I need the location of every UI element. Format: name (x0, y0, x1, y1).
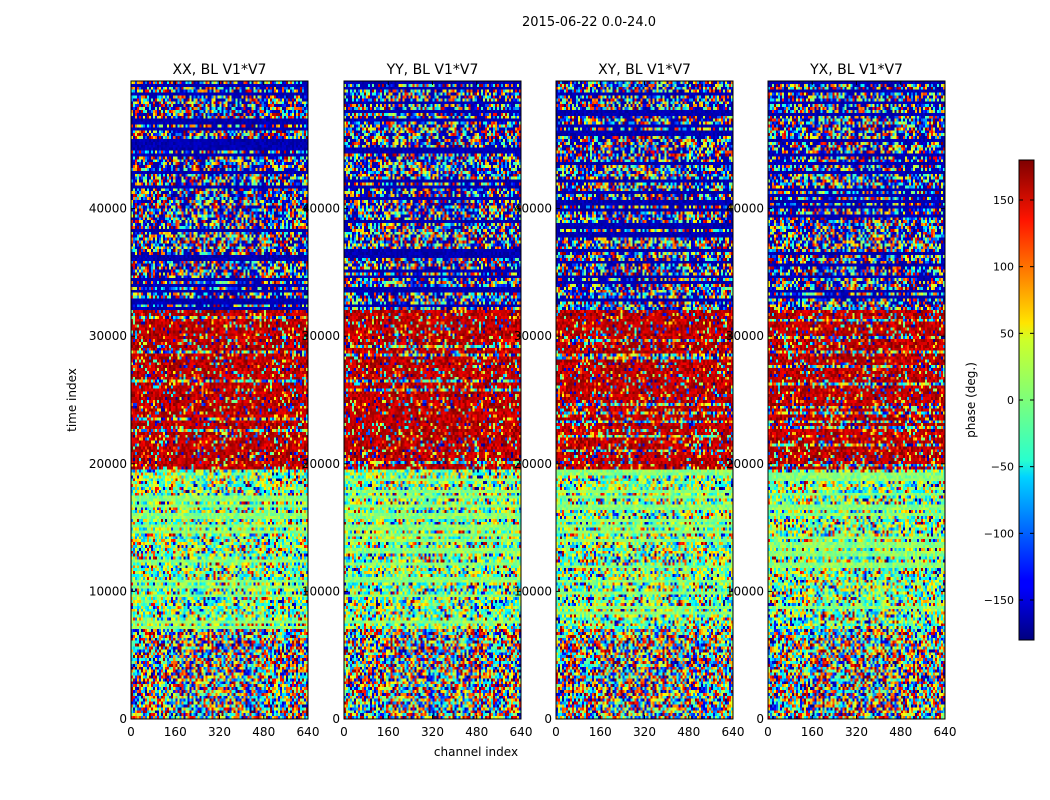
colorbar-tick-label: −150 (984, 594, 1014, 607)
y-tick-label: 10000 (302, 584, 340, 598)
y-axis-label: time index (65, 368, 79, 432)
x-tick-label: 640 (297, 725, 320, 739)
y-tick-label: 30000 (89, 329, 127, 343)
x-tick-label: 480 (677, 725, 700, 739)
heatmap-image-3 (556, 81, 733, 719)
y-tick-label: 10000 (726, 584, 764, 598)
y-tick-label: 10000 (514, 584, 552, 598)
y-tick-label: 0 (756, 712, 764, 726)
colorbar-tick-label: 100 (993, 261, 1014, 274)
y-tick-label: 20000 (302, 457, 340, 471)
colorbar-tick-label: 50 (1000, 327, 1014, 340)
x-axis-label: channel index (434, 745, 518, 759)
x-tick-label: 320 (845, 725, 868, 739)
figure-title: 2015-06-22 0.0-24.0 (522, 15, 656, 30)
heatmap-image-1 (131, 81, 308, 719)
colorbar: phase (deg.) 150 100 50 0 −50 −100 −150 (964, 159, 1035, 641)
colorbar-tick-label: 150 (993, 194, 1014, 207)
x-tick-label: 480 (252, 725, 275, 739)
y-tick-label: 30000 (726, 329, 764, 343)
panels: XX, BL V1*V7 0 160 320 480 640 0 10000 20000 3000… (89, 62, 957, 739)
y-tick-label: 40000 (302, 202, 340, 216)
y-tick-label: 40000 (89, 202, 127, 216)
colorbar-label: phase (deg.) (964, 362, 978, 438)
x-tick-label: 0 (764, 725, 772, 739)
x-tick-label: 640 (934, 725, 957, 739)
y-tick-label: 0 (544, 712, 552, 726)
y-tick-label: 30000 (302, 329, 340, 343)
panel-1: XX, BL V1*V7 0 160 320 480 640 0 10000 20000 3000… (89, 62, 320, 739)
y-tick-label: 30000 (514, 329, 552, 343)
y-tick-label: 10000 (89, 584, 127, 598)
x-tick-label: 320 (421, 725, 444, 739)
x-tick-label: 160 (589, 725, 612, 739)
y-tick-label: 40000 (514, 202, 552, 216)
panel-title: YX, BL V1*V7 (809, 62, 903, 78)
x-tick-label: 160 (164, 725, 187, 739)
colorbar-tick-label: −50 (991, 461, 1014, 474)
colorbar-tick-label: 0 (1007, 394, 1014, 407)
y-tick-label: 0 (332, 712, 340, 726)
x-tick-label: 0 (127, 725, 135, 739)
x-tick-label: 480 (889, 725, 912, 739)
panel-title: YY, BL V1*V7 (386, 62, 479, 78)
panel-title: XY, BL V1*V7 (598, 62, 691, 78)
colorbar-tick-label: −100 (984, 527, 1014, 540)
x-tick-label: 160 (377, 725, 400, 739)
x-tick-label: 160 (801, 725, 824, 739)
heatmap-image-2 (344, 81, 521, 719)
panel-2: YY, BL V1*V7 0 160 320 480 640 0 10000 20000 3000… (302, 62, 533, 739)
panel-4: YX, BL V1*V7 0 160 320 480 640 0 10000 20000 3000… (726, 62, 957, 739)
panel-title: XX, BL V1*V7 (173, 62, 267, 78)
heatmap-image-4 (768, 81, 945, 719)
x-tick-label: 0 (340, 725, 348, 739)
x-tick-label: 640 (722, 725, 745, 739)
x-tick-label: 0 (552, 725, 560, 739)
x-tick-label: 480 (465, 725, 488, 739)
y-tick-label: 40000 (726, 202, 764, 216)
panel-3: XY, BL V1*V7 0 160 320 480 640 0 10000 20000 3000… (514, 62, 745, 739)
x-tick-label: 640 (510, 725, 533, 739)
x-tick-label: 320 (208, 725, 231, 739)
y-tick-label: 20000 (514, 457, 552, 471)
y-tick-label: 20000 (89, 457, 127, 471)
y-tick-label: 0 (119, 712, 127, 726)
y-tick-label: 20000 (726, 457, 764, 471)
x-tick-label: 320 (633, 725, 656, 739)
